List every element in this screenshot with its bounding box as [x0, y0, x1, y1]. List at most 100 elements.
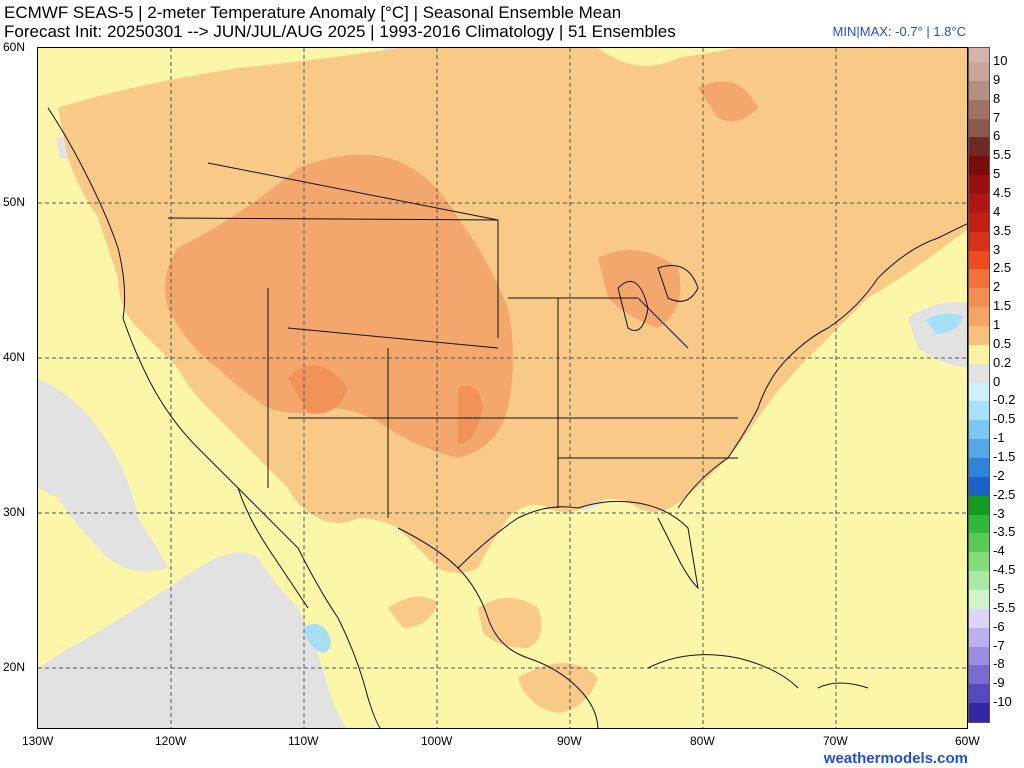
- mexico-gulf-coast: [397, 527, 599, 728]
- lon-label-110w: 110W: [288, 734, 319, 748]
- lat-label-50n: 50N: [3, 195, 26, 209]
- lat-label-60n: 60N: [3, 40, 26, 54]
- colorbar-cell: [969, 363, 989, 384]
- colorbar-cell: [969, 665, 989, 685]
- us-gulf-coast: [457, 500, 699, 590]
- anomaly-map: [37, 47, 968, 729]
- colorbar-cell: [969, 62, 989, 82]
- colorbar-cell: [969, 137, 989, 157]
- colorbar-label: 3.5: [993, 222, 1012, 238]
- colorbar-cell: [969, 326, 989, 346]
- colorbar-label: -5.5: [993, 599, 1016, 615]
- colorbar-cell: [969, 382, 989, 402]
- great-lakes: [617, 265, 699, 331]
- colorbar-label: 2.5: [993, 260, 1012, 276]
- lon-label-80w: 80W: [690, 734, 715, 748]
- colorbar-label: 8: [993, 90, 1001, 106]
- colorbar-cell: [969, 231, 989, 252]
- colorbar-label: -9: [993, 675, 1005, 691]
- lon-label-60w: 60W: [955, 734, 980, 748]
- colorbar-label: 5.5: [993, 147, 1012, 163]
- colorbar-cell: [969, 646, 989, 666]
- colorbar: [968, 47, 990, 723]
- colorbar-label: 3: [993, 241, 1001, 257]
- anomaly-map-svg: [38, 48, 967, 728]
- colorbar-label: 4: [993, 203, 1001, 219]
- colorbar-cell: [969, 288, 989, 308]
- colorbar-cell: [969, 608, 989, 629]
- lat-label-30n: 30N: [3, 505, 26, 519]
- colorbar-label: -1.5: [993, 449, 1016, 464]
- colorbar-cell: [969, 458, 989, 478]
- colorbar-label: 5: [993, 166, 1001, 182]
- map-title-line2: Forecast Init: 20250301 --> JUN/JUL/AUG …: [4, 22, 676, 41]
- colorbar-cell: [969, 571, 989, 591]
- near-zero-pacific-south: [38, 552, 347, 728]
- colorbar-cell: [969, 514, 989, 534]
- anomaly-region-gulf-patch: [478, 598, 542, 648]
- colorbar-label: 1: [993, 317, 1001, 332]
- colorbar-cell: [969, 439, 989, 459]
- lon-label-120w: 120W: [155, 734, 187, 748]
- anomaly-region-1-5-kansas: [458, 385, 483, 444]
- colorbar-cell: [969, 495, 989, 516]
- colorbar-cell: [969, 590, 989, 610]
- slightly-negative-atlantic: [926, 313, 963, 334]
- colorbar-cell: [969, 684, 989, 704]
- baja-coast: [237, 487, 309, 609]
- colorbar-cell: [969, 401, 989, 421]
- lon-label-100w: 100W: [421, 734, 453, 748]
- colorbar-label: -2.5: [993, 486, 1016, 502]
- colorbar-cell: [969, 344, 989, 365]
- colorbar-cell: [969, 703, 989, 723]
- anomaly-region-labrador: [698, 81, 758, 122]
- colorbar-cell: [969, 307, 989, 327]
- anomaly-region-yucatan: [518, 663, 598, 713]
- lon-label-130w: 130W: [22, 734, 54, 748]
- colorbar-label: -10: [993, 694, 1012, 710]
- colorbar-cell: [969, 212, 989, 233]
- lat-label-20n: 20N: [3, 660, 26, 674]
- anomaly-region-mexico: [388, 596, 438, 628]
- colorbar-label: -2: [993, 467, 1005, 483]
- near-zero-pacific-north: [38, 378, 168, 572]
- colorbar-label: -3.5: [993, 524, 1016, 540]
- anomaly-region-1-5-utah: [288, 365, 348, 414]
- colorbar-label: 0.2: [993, 354, 1012, 370]
- colorbar-cell-top: [969, 48, 989, 62]
- anomaly-region-1-0-lakes: [598, 250, 681, 328]
- colorbar-label: 4.5: [993, 185, 1012, 200]
- colorbar-label: 6: [993, 128, 1001, 144]
- colorbar-cell: [969, 175, 989, 195]
- colorbar-label: 0: [993, 373, 1001, 389]
- map-title-line1: ECMWF SEAS-5 | 2-meter Temperature Anoma…: [4, 3, 622, 22]
- us-east-coast: [677, 223, 967, 509]
- colorbar-label: -0.5: [993, 411, 1016, 427]
- colorbar-label: -4: [993, 543, 1005, 559]
- colorbar-cell: [969, 269, 989, 289]
- colorbar-label: -5: [993, 581, 1005, 596]
- lon-label-70w: 70W: [823, 734, 848, 748]
- colorbar-cell: [969, 476, 989, 497]
- pacific-coastline: [47, 107, 381, 728]
- colorbar-cell: [969, 99, 989, 120]
- colorbar-cell: [969, 156, 989, 176]
- anomaly-region-1-0-west: [164, 154, 513, 458]
- colorbar-cell: [969, 80, 989, 101]
- colorbar-cell: [969, 533, 989, 553]
- graticule: [38, 48, 967, 728]
- colorbar-cell: [969, 118, 989, 138]
- colorbar-label: 1.5: [993, 298, 1012, 314]
- colorbar-label: -7: [993, 637, 1005, 653]
- colorbar-label: 10: [993, 53, 1008, 68]
- coastlines: [47, 107, 967, 728]
- slightly-negative-pacific: [303, 624, 332, 653]
- colorbar-cell: [969, 250, 989, 270]
- colorbar-label: 9: [993, 71, 1001, 87]
- colorbar-label: 0.5: [993, 335, 1012, 351]
- colorbar-label: 7: [993, 109, 1001, 125]
- caribbean-islands: [647, 654, 869, 689]
- min-max-readout: MIN|MAX: -0.7° | 1.8°C: [832, 24, 966, 39]
- colorbar-cell: [969, 194, 989, 214]
- colorbar-cell: [969, 420, 989, 440]
